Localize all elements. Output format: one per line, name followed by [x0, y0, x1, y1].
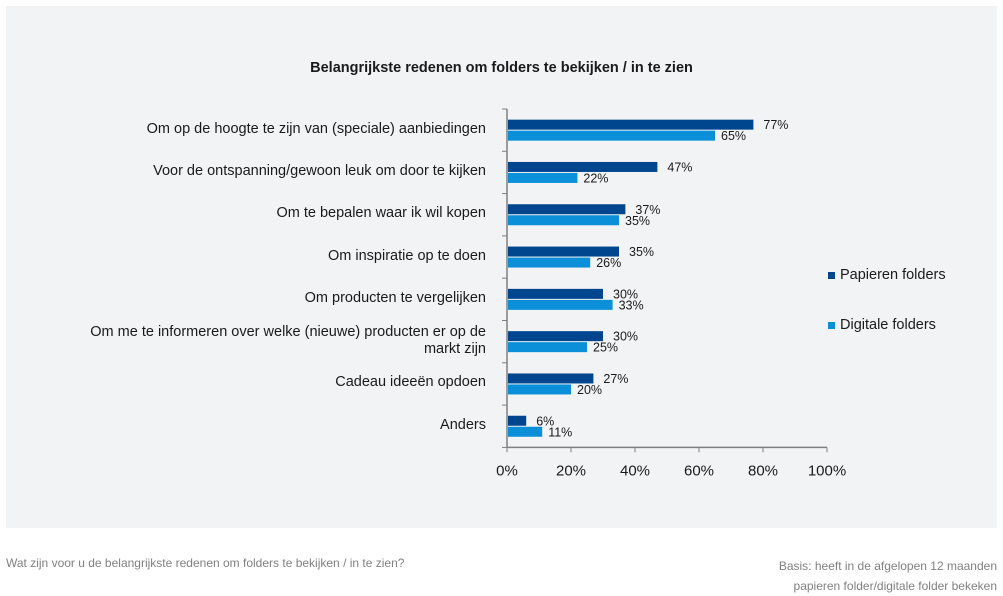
bar-papieren	[508, 119, 754, 130]
bar-papieren	[508, 161, 658, 172]
x-tick-label: 20%	[556, 462, 586, 479]
category-label: Voor de ontspanning/gewoon leuk om door …	[16, 163, 486, 180]
survey-question: Wat zijn voor u de belangrijkste redenen…	[6, 556, 405, 570]
data-label-papieren: 6%	[536, 414, 554, 428]
category-label: Om inspiratie op te doen	[16, 248, 486, 265]
basis-note: Basis: heeft in de afgelopen 12 maanden …	[779, 556, 997, 596]
chart-panel	[6, 6, 997, 528]
bar-digitale	[508, 257, 591, 268]
bar-papieren	[508, 288, 603, 299]
legend-label-papieren: Papieren folders	[840, 267, 946, 283]
data-label-papieren: 30%	[613, 330, 638, 344]
bar-papieren	[508, 246, 619, 257]
x-tick-label: 60%	[684, 462, 714, 479]
bar-digitale	[508, 172, 578, 183]
category-label: Om me te informeren over welke (nieuwe) …	[16, 324, 486, 358]
category-label-line: Cadeau ideeën opdoen	[335, 374, 486, 391]
category-label-line: Om me te informeren over welke (nieuwe) …	[90, 323, 486, 340]
category-label-line: Anders	[440, 416, 486, 433]
data-label-papieren: 27%	[603, 372, 628, 386]
data-label-digitale: 26%	[596, 256, 621, 270]
legend-swatch-papieren	[828, 271, 835, 279]
category-label: Om producten te vergelijken	[16, 290, 486, 307]
bar-papieren	[508, 331, 603, 342]
legend-item-digitale: Digitale folders	[828, 317, 936, 333]
legend-swatch-digitale	[828, 321, 835, 329]
basis-line-1: Basis: heeft in de afgelopen 12 maanden	[778, 559, 997, 573]
data-label-digitale: 11%	[548, 425, 572, 439]
category-label: Om op de hoogte te zijn van (speciale) a…	[16, 121, 486, 138]
bar-digitale	[508, 130, 715, 141]
data-label-digitale: 22%	[583, 171, 608, 185]
category-label-line: markt zijn	[423, 340, 486, 357]
category-label-line: Om te bepalen waar ik wil kopen	[276, 205, 486, 222]
category-label-line: Om op de hoogte te zijn van (speciale) a…	[146, 120, 486, 137]
data-label-papieren: 47%	[667, 160, 692, 174]
bar-digitale	[508, 299, 613, 310]
bar-digitale	[508, 426, 543, 437]
data-label-digitale: 65%	[721, 129, 746, 143]
bar-digitale	[508, 384, 571, 395]
category-label: Cadeau ideeën opdoen	[16, 374, 486, 391]
data-label-papieren: 30%	[613, 287, 638, 301]
chart-title: Belangrijkste redenen om folders te beki…	[310, 60, 693, 76]
basis-line-2: papieren folder/digitale folder bekeken	[793, 579, 997, 593]
data-label-papieren: 37%	[635, 203, 660, 217]
category-label-line: Om inspiratie op te doen	[328, 247, 486, 264]
bar-digitale	[508, 342, 587, 353]
data-label-digitale: 20%	[577, 383, 602, 397]
data-label-papieren: 77%	[763, 118, 788, 132]
bar-papieren	[508, 204, 626, 215]
bar-digitale	[508, 215, 619, 226]
x-tick-label: 100%	[808, 462, 846, 479]
data-label-papieren: 35%	[629, 245, 654, 259]
category-label: Anders	[16, 417, 486, 434]
data-label-digitale: 33%	[619, 298, 644, 312]
category-label-line: Om producten te vergelijken	[304, 289, 486, 306]
x-tick-label: 40%	[620, 462, 650, 479]
legend-item-papieren: Papieren folders	[828, 267, 946, 283]
data-label-digitale: 35%	[625, 214, 650, 228]
x-tick-label: 0%	[496, 462, 518, 479]
category-label: Om te bepalen waar ik wil kopen	[16, 205, 486, 222]
legend-label-digitale: Digitale folders	[840, 317, 936, 333]
bar-papieren	[508, 415, 527, 426]
x-tick-label: 80%	[748, 462, 778, 479]
bar-papieren	[508, 373, 594, 384]
category-label-line: Voor de ontspanning/gewoon leuk om door …	[153, 162, 486, 179]
data-label-digitale: 25%	[593, 341, 618, 355]
